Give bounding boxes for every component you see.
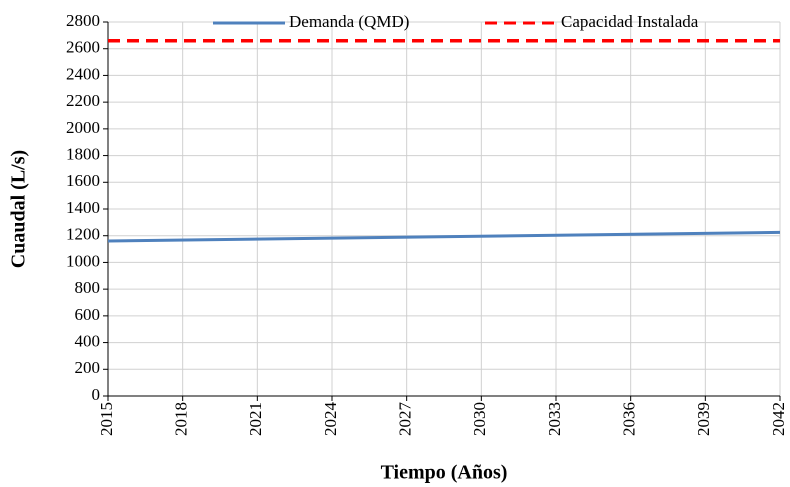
y-tick-label: 1000 xyxy=(66,251,100,270)
y-axis-title: Cuaudal (L/s) xyxy=(8,150,30,268)
y-tick-label: 2400 xyxy=(66,64,100,83)
y-tick-label: 200 xyxy=(75,358,101,377)
x-tick-label: 2015 xyxy=(97,402,116,436)
y-tick-label: 600 xyxy=(75,305,101,324)
y-tick-label: 400 xyxy=(75,331,101,350)
x-tick-label: 2018 xyxy=(172,402,191,436)
y-tick-label: 2800 xyxy=(66,11,100,30)
x-tick-label: 2033 xyxy=(545,402,564,436)
legend-label: Demanda (QMD) xyxy=(289,12,409,31)
y-tick-label: 0 xyxy=(92,385,101,404)
x-axis-title: Tiempo (Años) xyxy=(381,462,508,484)
x-tick-label: 2024 xyxy=(321,402,340,437)
legend-bg xyxy=(211,12,216,13)
x-tick-label: 2036 xyxy=(620,402,639,436)
y-tick-label: 1800 xyxy=(66,144,100,163)
x-tick-label: 2027 xyxy=(396,402,415,437)
x-tick-label: 2039 xyxy=(694,402,713,436)
legend-label: Capacidad Instalada xyxy=(561,12,699,31)
y-tick-label: 2600 xyxy=(66,38,100,57)
y-tick-label: 1200 xyxy=(66,225,100,244)
y-tick-label: 2000 xyxy=(66,118,100,137)
legend-bg xyxy=(483,12,488,13)
y-tick-label: 1600 xyxy=(66,171,100,190)
y-tick-label: 2200 xyxy=(66,91,100,110)
x-tick-label: 2030 xyxy=(470,402,489,436)
x-tick-label: 2021 xyxy=(246,402,265,436)
series-line xyxy=(107,230,781,243)
y-tick-label: 1400 xyxy=(66,198,100,217)
x-tick-label: 2042 xyxy=(769,402,788,436)
y-tick-label: 800 xyxy=(75,278,101,297)
